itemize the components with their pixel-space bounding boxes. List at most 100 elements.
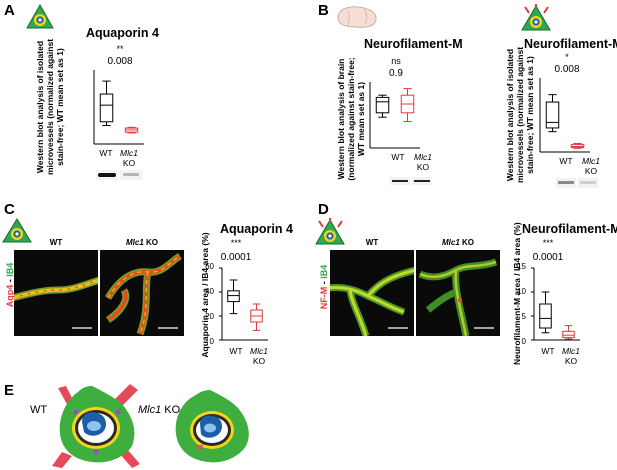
panel-d-sig: ***: [542, 238, 554, 248]
panel-b-left-xlabel-ko-gene: Mlc1: [414, 152, 432, 162]
panel-d-tick-15: 15: [517, 262, 526, 271]
panel-c-title-ko: Mlc1 KO: [100, 238, 184, 247]
panel-c-tick-20: 20: [205, 312, 214, 321]
panel-b-left-box-0-iqr: [375, 96, 390, 114]
panel-e-wt-label: WT: [30, 404, 48, 416]
panel-c-sig: ***: [230, 238, 242, 248]
panel-c-pvalue: 0.0001: [220, 252, 252, 263]
panel-d-boxplot: [531, 267, 580, 341]
panel-e-ko-suffix: KO: [164, 404, 181, 416]
panel-d-box-1-iqr: [562, 330, 575, 339]
panel-a-xlabel-ko-gene: Mlc1: [120, 148, 138, 158]
panel-b-right-blot-wt: [556, 178, 576, 188]
panel-d-title-wt: WT: [365, 238, 379, 247]
panel-d-image-wt: [330, 250, 414, 336]
panel-b-right-blot-ko: [578, 178, 598, 188]
panel-b-left-sig: ns: [391, 56, 401, 66]
panel-b-right-xlabel-ko-gene: Mlc1: [582, 156, 600, 166]
panel-c-label: C: [4, 201, 15, 218]
panel-a-label: A: [4, 2, 15, 19]
panel-d-title: Neurofilament-M: [522, 222, 617, 236]
panel-d-side-label-sep: -: [319, 278, 329, 287]
panel-b-right-boxplot: [539, 78, 590, 153]
panel-b-left-blot-ko: [412, 177, 432, 185]
panel-b-left-ylabel-line2: (normalized against stain-free;: [346, 57, 356, 181]
panel-c-tick-40: 40: [205, 287, 214, 296]
panel-a-xlabel-wt: WT: [99, 148, 113, 158]
panel-c-xlabel-ko-suffix: KO: [252, 356, 266, 366]
panel-b-right-box-0-iqr: [545, 101, 560, 129]
panel-a-xlabel-ko: Mlc1 KO: [116, 148, 142, 168]
panel-a-sig: **: [116, 44, 124, 54]
panel-d-image-ko: [416, 250, 500, 336]
panel-d-label: D: [318, 201, 329, 218]
panel-a-pvalue: 0.008: [107, 56, 133, 67]
panel-d-side-label: NF-M - IB4: [319, 257, 329, 317]
panel-b-right-pvalue: 0.008: [554, 64, 580, 75]
panel-d-xlabel-wt: WT: [541, 346, 555, 356]
panel-d-tick-0: 0: [521, 337, 526, 346]
cell-schematic-a-icon: [26, 3, 54, 29]
panel-a-ylabel-line3: stain-free; WT mean set as 1): [55, 48, 65, 166]
panel-b-right-ylabel-line2: microvessels (normalized against: [515, 46, 525, 184]
panel-a-box-0-iqr: [99, 93, 114, 123]
panel-a-ylabel: Western blot analysis of isolated microv…: [35, 32, 65, 182]
panel-a-ylabel-line1: Western blot analysis of isolated: [35, 40, 45, 174]
mouse-brain-icon: [337, 6, 377, 28]
ko-astrocyte-endfeet-schematic: [175, 390, 249, 463]
cell-schematic-d-icon: [315, 218, 345, 245]
panel-b-right-xlabel-ko: Mlc1 KO: [578, 156, 604, 176]
panel-b-right-xlabel-ko-suffix: KO: [584, 166, 598, 176]
panel-b-left-blot-wt: [390, 177, 410, 185]
panel-b-left-xlabel-ko: Mlc1 KO: [410, 152, 436, 172]
panel-b-left-xlabel-wt: WT: [391, 152, 405, 162]
panel-e-ko-gene: Mlc1: [138, 404, 162, 416]
panel-c-box-0-iqr: [227, 290, 240, 303]
panel-d-xlabel-ko: Mlc1 KO: [558, 346, 584, 366]
panel-c-tick-0: 0: [209, 337, 214, 346]
panel-d-tick-10: 10: [517, 287, 526, 296]
panel-c-xlabel-ko-gene: Mlc1: [250, 346, 268, 356]
panel-b-right-sig: *: [565, 52, 569, 62]
panel-d-box-0-iqr: [539, 303, 552, 329]
panel-e-label: E: [4, 382, 15, 399]
panel-a-blot-ko: [120, 170, 142, 180]
panel-c-title: Aquaporin 4: [220, 222, 293, 236]
panel-a-blot-wt: [96, 170, 118, 180]
panel-b-right-ylabel: Western blot analysis of isolated microv…: [505, 40, 535, 190]
panel-d-title-ko-suffix: KO: [462, 238, 475, 247]
panel-d-tick-5: 5: [521, 312, 526, 321]
panel-c-xlabel-ko: Mlc1 KO: [246, 346, 272, 366]
panel-d-title-ko-gene: Mlc1: [441, 238, 460, 247]
wt-astrocyte-endfeet-schematic: [52, 384, 140, 468]
panel-c-tick-60: 60: [205, 262, 214, 271]
panel-b-left-ylabel: Western blot analysis of brain (normaliz…: [336, 44, 366, 194]
panel-a-xlabel-ko-suffix: KO: [122, 158, 136, 168]
cell-schematic-c-icon: [2, 218, 32, 243]
panel-b-left-xlabel-ko-suffix: KO: [416, 162, 430, 172]
panel-c-image-ko: [100, 250, 184, 336]
panel-c-boxplot: [219, 267, 268, 341]
panel-b-left-pvalue: 0.9: [389, 68, 403, 79]
panel-e-ko-label: Mlc1 KO: [138, 404, 180, 416]
panel-b-right-xlabel-wt: WT: [559, 156, 573, 166]
panel-c-xlabel-wt: WT: [229, 346, 243, 356]
panel-b-left-title: Neurofilament-M: [364, 37, 463, 51]
panel-a-boxplot: [93, 70, 144, 145]
panel-d-xlabel-ko-gene: Mlc1: [562, 346, 580, 356]
panel-b-right-ylabel-line1: Western blot analysis of isolated: [505, 48, 515, 182]
panel-d-pvalue: 0.0001: [532, 252, 564, 263]
panel-c-title-ko-suffix: KO: [146, 238, 159, 247]
panel-d-title-ko: Mlc1 KO: [416, 238, 500, 247]
panel-b-left-boxplot: [369, 82, 420, 149]
panel-a-title: Aquaporin 4: [86, 26, 159, 40]
panel-c-image-wt: WT: [14, 250, 98, 336]
cell-schematic-b-icon: [521, 4, 551, 31]
panel-c-title-wt: WT: [49, 238, 63, 247]
panel-b-label: B: [318, 2, 329, 19]
panel-d-side-label-b: IB4: [319, 264, 329, 279]
panel-d-side-label-a: NF-M: [319, 286, 329, 310]
panel-b-right-title: Neurofilament-M: [524, 37, 617, 51]
panel-d-xlabel-ko-suffix: KO: [564, 356, 578, 366]
panel-b-left-ylabel-line1: Western blot analysis of brain: [336, 58, 346, 180]
